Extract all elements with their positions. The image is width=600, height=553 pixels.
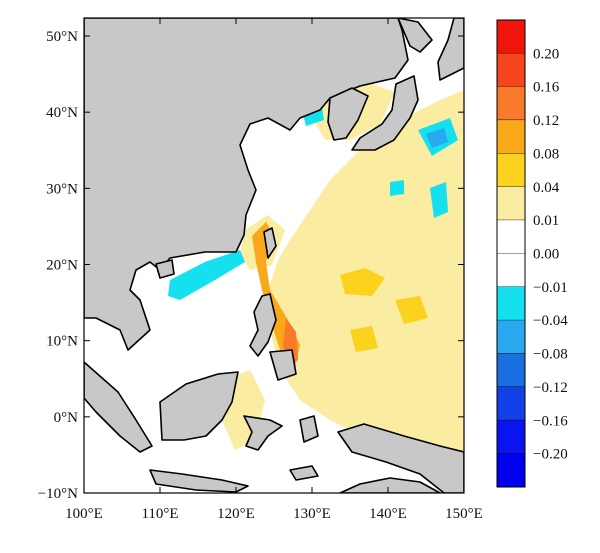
sulawesi: [243, 415, 283, 451]
colorbar-label: 0.01: [533, 213, 559, 229]
colorbar-swatch: [497, 386, 525, 421]
x-tick-label: 110°E: [141, 506, 178, 522]
x-tick-label: 150°E: [445, 506, 483, 522]
colorbar-label: 0.20: [533, 46, 559, 62]
land-masses: [84, 18, 464, 493]
y-tick-label: 10°N: [46, 334, 78, 350]
colorbar-label: −0.12: [533, 380, 568, 396]
colorbar-swatch: [497, 420, 525, 455]
colorbar-swatch: [497, 320, 525, 355]
mindanao: [269, 349, 297, 381]
colorbar-swatch: [497, 253, 525, 288]
y-tick-label: 30°N: [46, 181, 78, 197]
colorbar-label: −0.08: [533, 347, 568, 363]
map-ticks: [83, 18, 465, 494]
x-tick-label: 120°E: [217, 506, 255, 522]
negative-anomaly-scs: [168, 250, 245, 300]
taiwan: [263, 227, 277, 259]
korean-peninsula: [327, 87, 369, 141]
colorbar-swatch: [497, 153, 525, 188]
strong-positive-blob-2: [395, 296, 428, 324]
x-tick-label: 100°E: [65, 506, 103, 522]
y-tick-label: −10°N: [38, 486, 78, 502]
colorbar-label: −0.16: [533, 413, 568, 429]
colorbar-label: 0.00: [533, 247, 559, 263]
negative-anomaly-east-5: [390, 180, 404, 196]
y-tick-label: 20°N: [46, 258, 78, 274]
hainan: [155, 259, 175, 279]
colorbar-swatch: [497, 20, 525, 54]
asian-mainland: [84, 18, 409, 351]
map-panel: 100°E 110°E 120°E 130°E 140°E 150°E 50°N 40°N 30…: [38, 17, 483, 522]
map-frame: [83, 17, 465, 494]
australia-north: [339, 477, 441, 493]
strong-positive-blob-3: [350, 326, 378, 352]
colorbar-swatch: [497, 120, 525, 154]
x-tick-label: 130°E: [293, 506, 331, 522]
colorbar-swatch: [497, 353, 525, 388]
colorbar: 0.20 0.16 0.12 0.08 0.04 0.01 0.00 −0.01 −0.04 −0…: [496, 19, 568, 488]
colorbar-label: −0.01: [533, 280, 568, 296]
colorbar-swatch: [497, 286, 525, 321]
x-tick-label: 140°E: [369, 506, 407, 522]
colorbar-label: −0.20: [533, 447, 568, 463]
colorbar-swatch: [497, 86, 525, 121]
strong-positive-blob-1: [340, 268, 385, 296]
y-tick-label: 40°N: [46, 105, 78, 121]
y-tick-label: 0°N: [54, 410, 78, 426]
colorbar-swatch-bottom: [497, 453, 525, 487]
colorbar-label: 0.04: [533, 180, 560, 196]
colorbar-label: 0.08: [533, 146, 559, 162]
colorbar-swatches: [497, 20, 525, 487]
negative-anomaly-east-2: [426, 128, 448, 148]
map-tick-labels: 100°E 110°E 120°E 130°E 140°E 150°E 50°N 40°N 30…: [38, 29, 483, 522]
new-guinea: [337, 423, 464, 493]
map-content: [84, 18, 464, 493]
japan-hokkaido: [397, 18, 433, 53]
y-tick-label: 50°N: [46, 29, 78, 45]
negative-anomaly-east-3: [430, 182, 448, 218]
colorbar-swatch: [497, 186, 525, 221]
philippines: [249, 293, 277, 357]
colorbar-swatch: [497, 53, 525, 88]
colorbar-labels: 0.20 0.16 0.12 0.08 0.04 0.01 0.00 −0.01 −0.04 −0…: [533, 46, 568, 462]
japan-honshu: [351, 75, 419, 151]
kamchatka: [437, 18, 464, 81]
colorbar-swatch: [497, 220, 525, 254]
sumatra: [84, 361, 153, 453]
timor: [289, 465, 319, 481]
moluccas: [299, 415, 319, 443]
colorbar-label: 0.16: [533, 80, 560, 96]
colorbar-frame: [496, 19, 526, 488]
borneo: [159, 371, 239, 441]
java: [149, 469, 249, 493]
colorbar-label: −0.04: [533, 313, 568, 329]
colorbar-label: 0.12: [533, 113, 559, 129]
